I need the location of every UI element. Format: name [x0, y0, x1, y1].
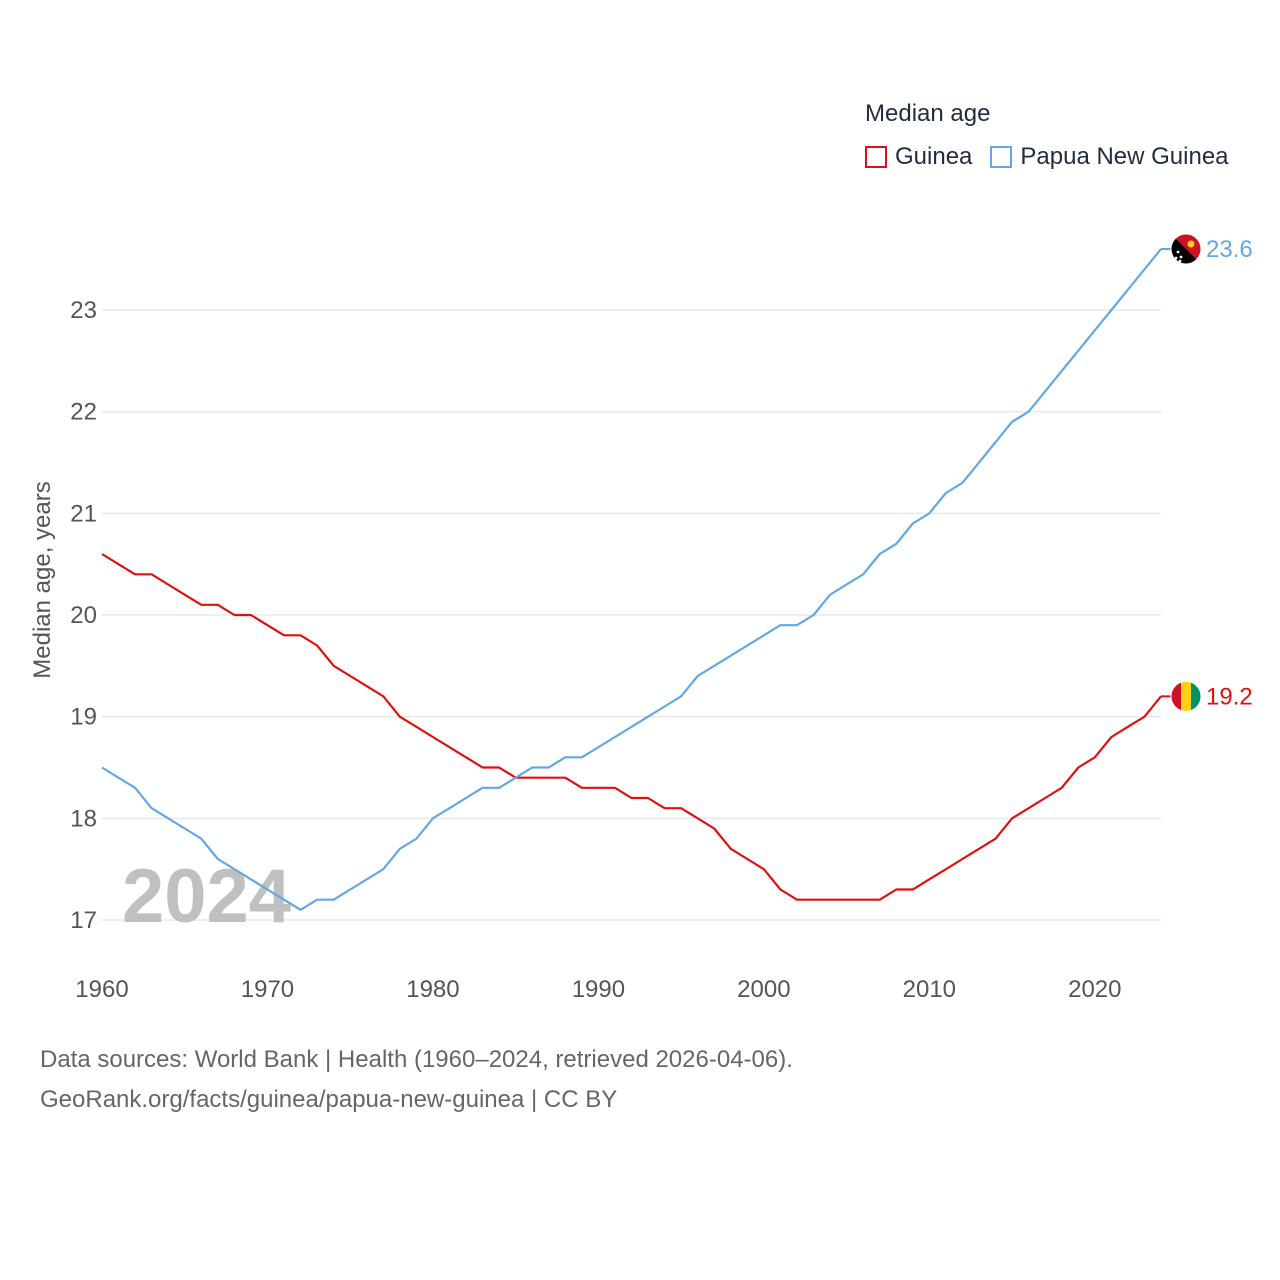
legend: Guinea Papua New Guinea — [865, 143, 1247, 171]
x-tick-label: 2020 — [1068, 976, 1121, 1003]
series-line-papua-new-guinea[interactable] — [101, 248, 1162, 911]
year-watermark: 2024 — [122, 854, 291, 939]
y-tick-label: 22 — [70, 399, 97, 426]
y-tick-label: 18 — [70, 805, 97, 832]
x-tick-label: 2010 — [903, 976, 956, 1003]
x-tick-label: 1990 — [572, 976, 625, 1003]
x-tick-label: 1960 — [75, 976, 128, 1003]
x-tick-label: 2000 — [737, 976, 790, 1003]
y-axis-label: Median age, years — [29, 481, 56, 678]
y-tick-label: 17 — [70, 907, 97, 934]
source-link[interactable]: GeoRank.org/facts/guinea/papua-new-guine… — [40, 1086, 618, 1113]
legend-label-papua-new-guinea: Papua New Guinea — [1020, 143, 1229, 170]
guinea-swatch-icon — [865, 146, 887, 168]
series-lines — [101, 248, 1162, 911]
legend-label-guinea: Guinea — [895, 143, 973, 170]
end-value-label-guinea: 19.2 — [1206, 683, 1253, 710]
series-line-guinea[interactable] — [101, 553, 1162, 901]
y-tick-label: 21 — [70, 500, 97, 527]
papua-new-guinea-flag-icon — [1170, 233, 1202, 265]
legend-title: Median age — [865, 100, 991, 127]
y-tick-label: 20 — [70, 602, 97, 629]
y-axis-ticks: 17 18 19 20 21 22 23 — [70, 297, 97, 934]
y-tick-label: 23 — [70, 297, 97, 324]
x-axis-ticks: 1960 1970 1980 1990 2000 2010 2020 — [75, 976, 1121, 1003]
x-tick-label: 1980 — [406, 976, 459, 1003]
end-value-label-papua-new-guinea: 23.6 — [1206, 236, 1253, 263]
legend-item-guinea[interactable]: Guinea — [865, 143, 972, 171]
guinea-flag-icon — [1170, 680, 1202, 712]
gridlines — [102, 309, 1161, 921]
x-tick-label: 1970 — [241, 976, 294, 1003]
y-tick-label: 19 — [70, 704, 97, 731]
papua-new-guinea-swatch-icon — [990, 146, 1013, 168]
data-sources-note: Data sources: World Bank | Health (1960–… — [40, 1046, 793, 1073]
end-markers: 19.2 23.6 — [1161, 233, 1253, 712]
legend-item-papua-new-guinea[interactable]: Papua New Guinea — [990, 143, 1229, 171]
